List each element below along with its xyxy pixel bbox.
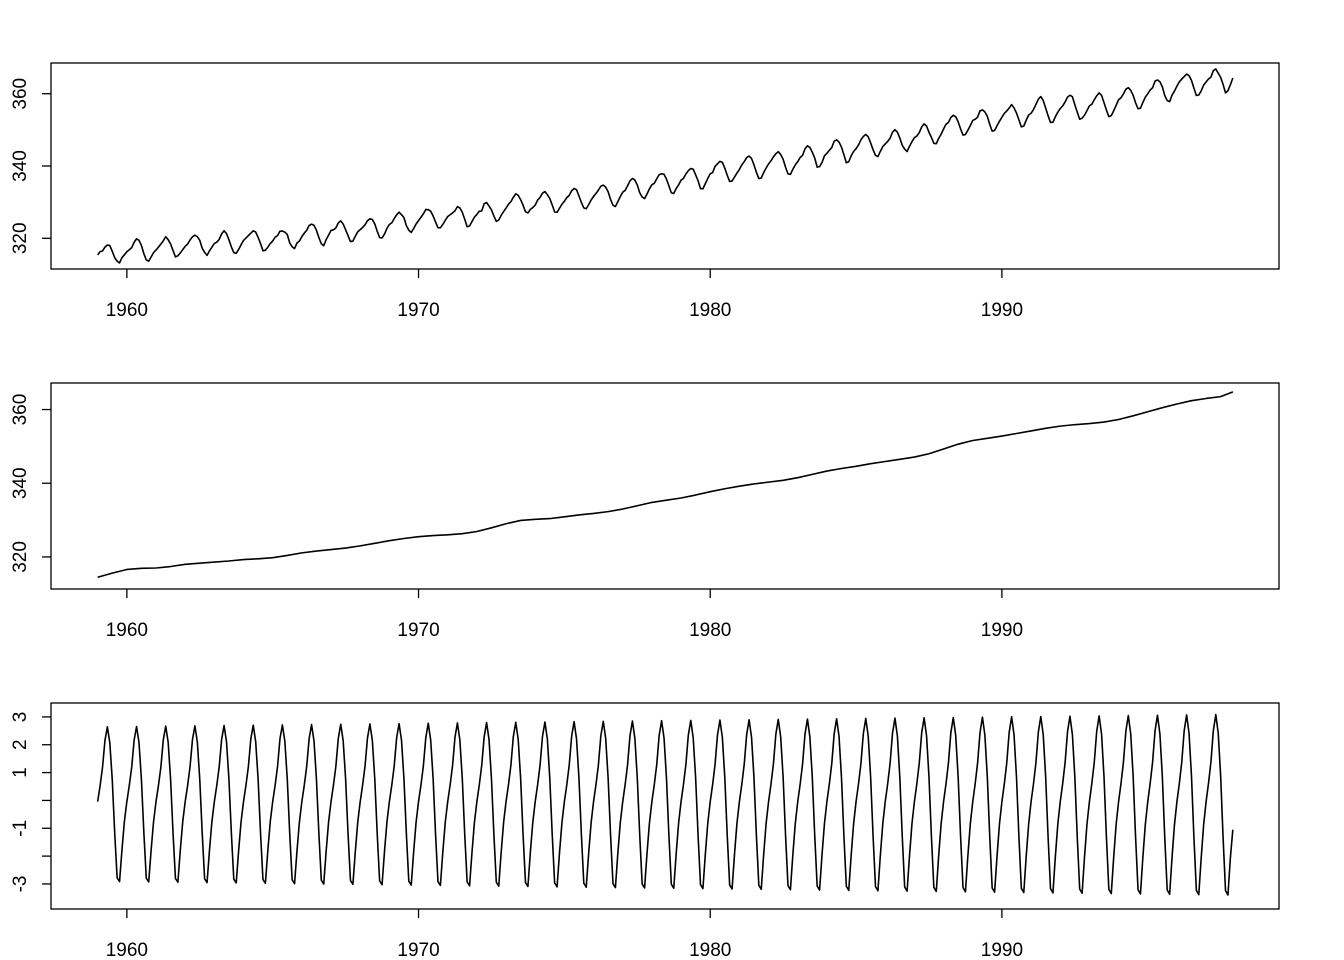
y-tick-label: 360 bbox=[10, 394, 31, 426]
x-tick-label: 1960 bbox=[106, 620, 148, 641]
y-tick-label: 3 bbox=[10, 712, 31, 723]
plot-frame bbox=[50, 702, 1280, 910]
x-tick-label: 1960 bbox=[106, 940, 148, 960]
x-tick-label: 1970 bbox=[397, 620, 439, 641]
x-tick-label: 1990 bbox=[981, 620, 1023, 641]
x-tick-label: 1990 bbox=[981, 940, 1023, 960]
y-tick-label: 340 bbox=[10, 467, 31, 499]
y-tick-label: 2 bbox=[10, 739, 31, 750]
x-tick-label: 1980 bbox=[689, 940, 731, 960]
y-tick-label: 1 bbox=[10, 767, 31, 778]
seasonal-panel: 1960 1970 1980 1990 -3 -1 1 2 3 bbox=[10, 702, 1280, 960]
observed-panel: 1960 1970 1980 1990 320 340 360 bbox=[10, 62, 1280, 321]
trend-panel: 1960 1970 1980 1990 320 340 360 bbox=[10, 382, 1280, 641]
y-tick-label: -3 bbox=[10, 875, 31, 892]
series-line bbox=[97, 391, 1234, 578]
y-tick-label: 360 bbox=[10, 78, 31, 110]
x-tick-label: 1970 bbox=[397, 940, 439, 960]
x-tick-label: 1980 bbox=[689, 620, 731, 641]
series-line bbox=[96, 713, 1234, 896]
x-tick-label: 1990 bbox=[981, 300, 1023, 321]
x-tick-label: 1980 bbox=[689, 300, 731, 321]
y-tick-label: 320 bbox=[10, 541, 31, 573]
x-tick-label: 1970 bbox=[397, 300, 439, 321]
y-tick-label: -1 bbox=[10, 820, 31, 837]
plot-frame bbox=[50, 382, 1280, 590]
x-tick-label: 1960 bbox=[106, 300, 148, 321]
y-tick-label: 320 bbox=[10, 222, 31, 254]
series-line bbox=[97, 68, 1234, 264]
y-tick-label: 340 bbox=[10, 150, 31, 182]
